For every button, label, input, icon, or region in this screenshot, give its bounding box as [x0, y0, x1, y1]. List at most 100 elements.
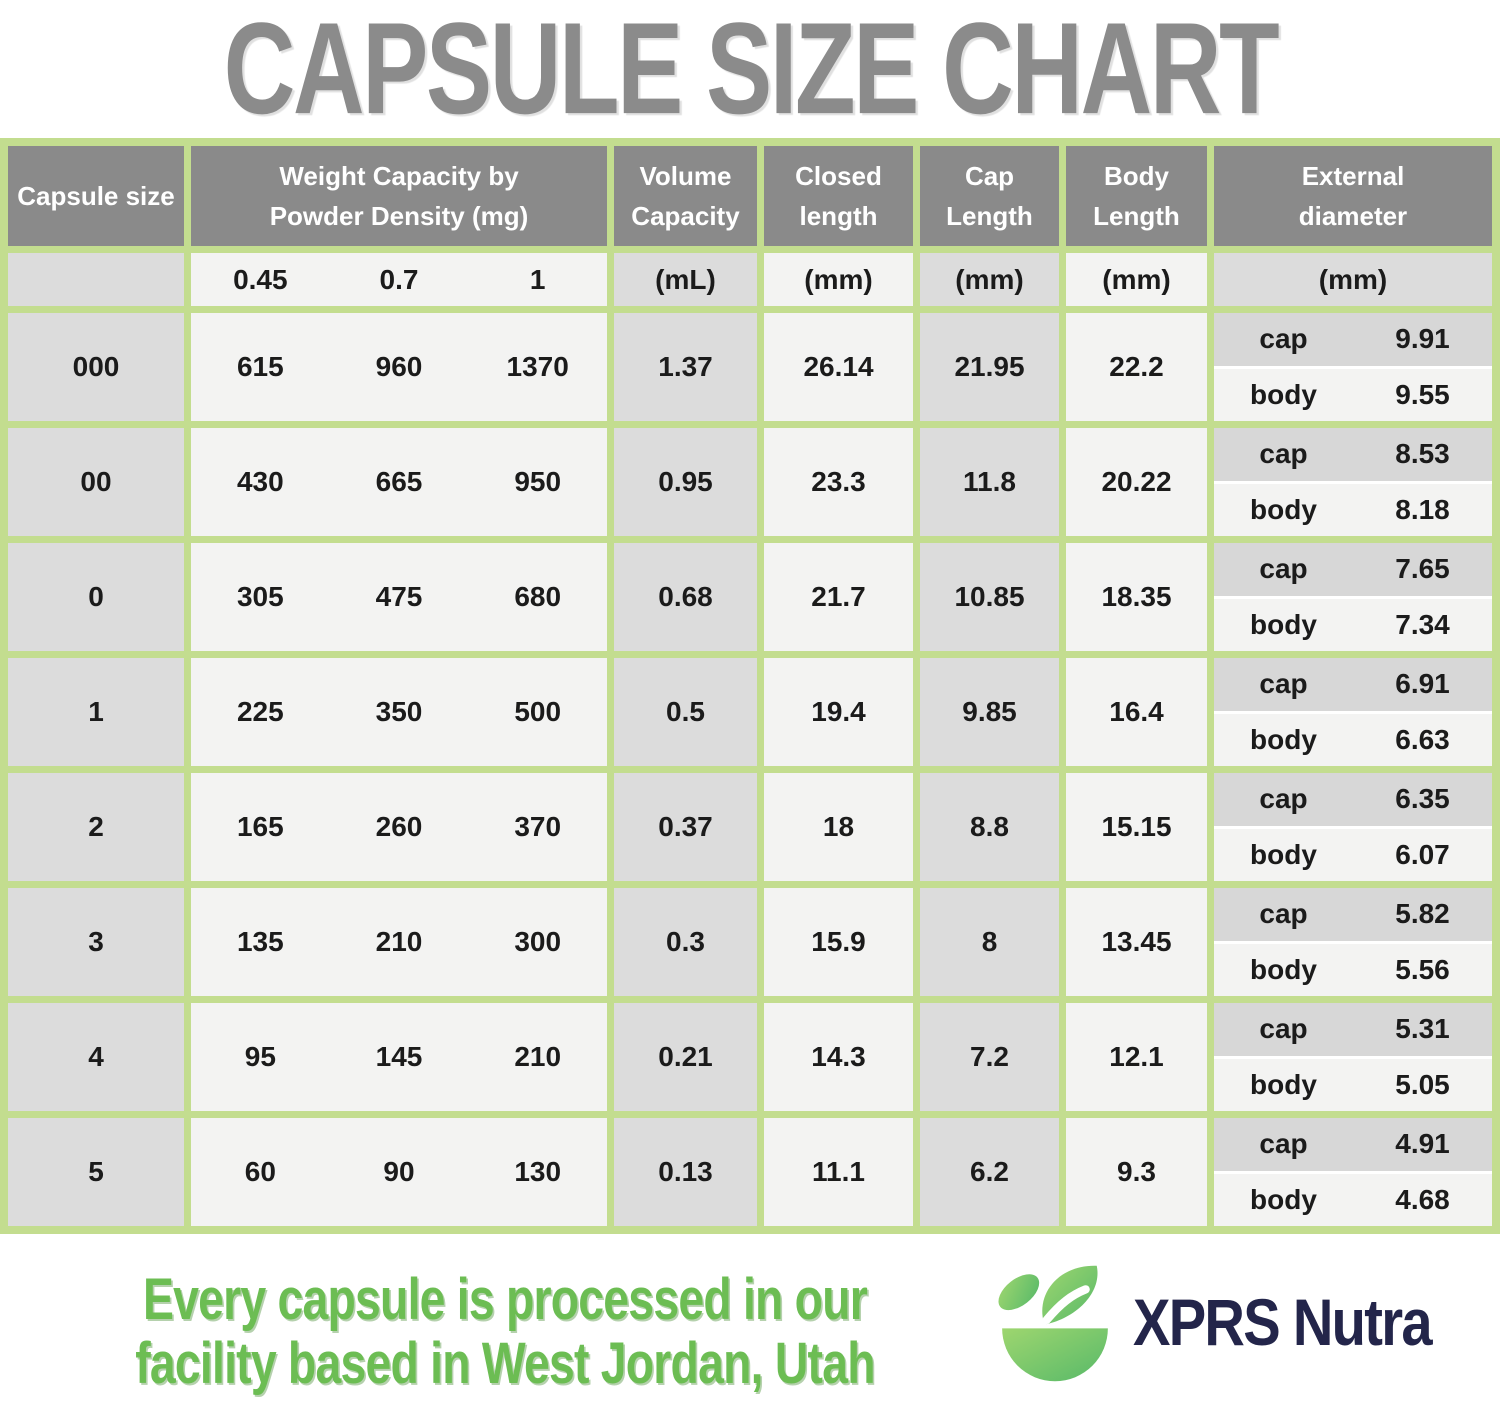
page-title-text: CAPSULE SIZE CHART: [223, 0, 1279, 142]
row-cap-length: 8.8: [920, 773, 1059, 881]
row-volume-capacity: 0.68: [614, 543, 757, 651]
row-capsule-size: 2: [8, 773, 184, 881]
row-weight-values: 135 210 300: [191, 888, 607, 996]
weight-value: 1370: [506, 351, 569, 382]
unit-capsule-size-empty: [8, 253, 184, 306]
ext-label: cap: [1259, 1128, 1308, 1160]
row-cap-length: 10.85: [920, 543, 1059, 651]
weight-value: 135: [236, 926, 284, 957]
weight-value: 665: [375, 466, 423, 497]
weight-value: 300: [514, 926, 562, 957]
ext-cap-row: cap 4.91: [1214, 1118, 1492, 1171]
row-body-length: 13.45: [1066, 888, 1207, 996]
page-title: CAPSULE SIZE CHART: [0, 0, 1500, 141]
ext-body-row: body 5.05: [1214, 1058, 1492, 1111]
ext-cap-row: cap 7.65: [1214, 543, 1492, 596]
ext-body-row: body 8.18: [1214, 483, 1492, 536]
row-external-diameter: cap 4.91 body 4.68: [1214, 1118, 1492, 1226]
facility-tagline: Every capsule is processed in our facili…: [101, 1268, 909, 1396]
density-1: 1: [529, 263, 546, 295]
ext-value: 6.91: [1395, 668, 1450, 700]
ext-cap-row: cap 6.91: [1214, 658, 1492, 711]
ext-value: 5.05: [1395, 1068, 1450, 1100]
ext-label: cap: [1259, 783, 1308, 815]
weight-value: 350: [375, 696, 423, 727]
weight-value: 680: [514, 581, 562, 612]
weight-value: 130: [514, 1156, 562, 1187]
ext-value: 7.34: [1395, 608, 1450, 640]
row-capsule-size: 0: [8, 543, 184, 651]
tagline-line-1: Every capsule is processed in our: [142, 1267, 868, 1332]
weight-value: 145: [375, 1041, 423, 1072]
unit-cap-length: (mm): [920, 253, 1059, 306]
row-volume-capacity: 0.37: [614, 773, 757, 881]
row-weight-values: 95 145 210: [191, 1003, 607, 1111]
ext-body-row: body 6.63: [1214, 713, 1492, 766]
row-external-diameter: cap 5.31 body 5.05: [1214, 1003, 1492, 1111]
ext-body-row: body 7.34: [1214, 598, 1492, 651]
footer: Every capsule is processed in our facili…: [0, 1234, 1500, 1407]
col-header-cap-length: Cap Length: [920, 146, 1059, 246]
row-body-length: 9.3: [1066, 1118, 1207, 1226]
row-volume-capacity: 0.21: [614, 1003, 757, 1111]
row-closed-length: 23.3: [764, 428, 913, 536]
row-closed-length: 11.1: [764, 1118, 913, 1226]
row-volume-capacity: 0.13: [614, 1118, 757, 1226]
ext-label: body: [1250, 953, 1317, 985]
row-capsule-size: 000: [8, 313, 184, 421]
ext-body-row: body 6.07: [1214, 828, 1492, 881]
weight-value: 370: [514, 811, 562, 842]
row-external-diameter: cap 8.53 body 8.18: [1214, 428, 1492, 536]
row-weight-values: 225 350 500: [191, 658, 607, 766]
row-cap-length: 9.85: [920, 658, 1059, 766]
row-external-diameter: cap 5.82 body 5.56: [1214, 888, 1492, 996]
leaf-bowl-icon: [985, 1256, 1125, 1389]
ext-value: 9.91: [1395, 323, 1450, 355]
ext-value: 6.63: [1395, 723, 1450, 755]
ext-cap-row: cap 6.35: [1214, 773, 1492, 826]
ext-value: 9.55: [1395, 378, 1450, 410]
ext-label: cap: [1259, 1013, 1308, 1045]
row-cap-length: 21.95: [920, 313, 1059, 421]
row-capsule-size: 1: [8, 658, 184, 766]
row-volume-capacity: 1.37: [614, 313, 757, 421]
weight-value: 210: [514, 1041, 562, 1072]
ext-cap-row: cap 5.82: [1214, 888, 1492, 941]
row-body-length: 22.2: [1066, 313, 1207, 421]
brand-logo: XPRS Nutra: [985, 1256, 1483, 1388]
row-body-length: 15.15: [1066, 773, 1207, 881]
weight-value: 90: [383, 1156, 415, 1187]
row-external-diameter: cap 6.35 body 6.07: [1214, 773, 1492, 881]
row-capsule-size: 4: [8, 1003, 184, 1111]
ext-value: 5.31: [1395, 1013, 1450, 1045]
col-header-volume-capacity-label: Volume Capacity: [631, 160, 740, 231]
row-weight-values: 430 665 950: [191, 428, 607, 536]
row-weight-values: 305 475 680: [191, 543, 607, 651]
density-07: 0.7: [379, 263, 419, 295]
unit-external-diameter: (mm): [1214, 253, 1492, 306]
row-capsule-size: 00: [8, 428, 184, 536]
ext-label: body: [1250, 493, 1317, 525]
col-header-weight-capacity-label: Weight Capacity by Powder Density (mg): [269, 160, 529, 231]
ext-label: body: [1250, 1068, 1317, 1100]
brand-name: XPRS Nutra: [1133, 1285, 1433, 1359]
row-external-diameter: cap 9.91 body 9.55: [1214, 313, 1492, 421]
ext-value: 5.82: [1395, 898, 1450, 930]
row-volume-capacity: 0.95: [614, 428, 757, 536]
ext-cap-row: cap 9.91: [1214, 313, 1492, 366]
row-closed-length: 19.4: [764, 658, 913, 766]
ext-label: body: [1250, 723, 1317, 755]
row-closed-length: 26.14: [764, 313, 913, 421]
ext-cap-row: cap 8.53: [1214, 428, 1492, 481]
weight-value: 960: [375, 351, 423, 382]
ext-label: body: [1250, 1183, 1317, 1215]
ext-label: cap: [1259, 323, 1308, 355]
weight-value: 60: [244, 1156, 276, 1187]
ext-value: 4.68: [1395, 1183, 1450, 1215]
col-header-closed-length: Closed length: [764, 146, 913, 246]
row-body-length: 20.22: [1066, 428, 1207, 536]
row-volume-capacity: 0.3: [614, 888, 757, 996]
tagline-line-2: facility based in West Jordan, Utah: [135, 1330, 875, 1396]
ext-value: 8.53: [1395, 438, 1450, 470]
ext-label: cap: [1259, 668, 1308, 700]
